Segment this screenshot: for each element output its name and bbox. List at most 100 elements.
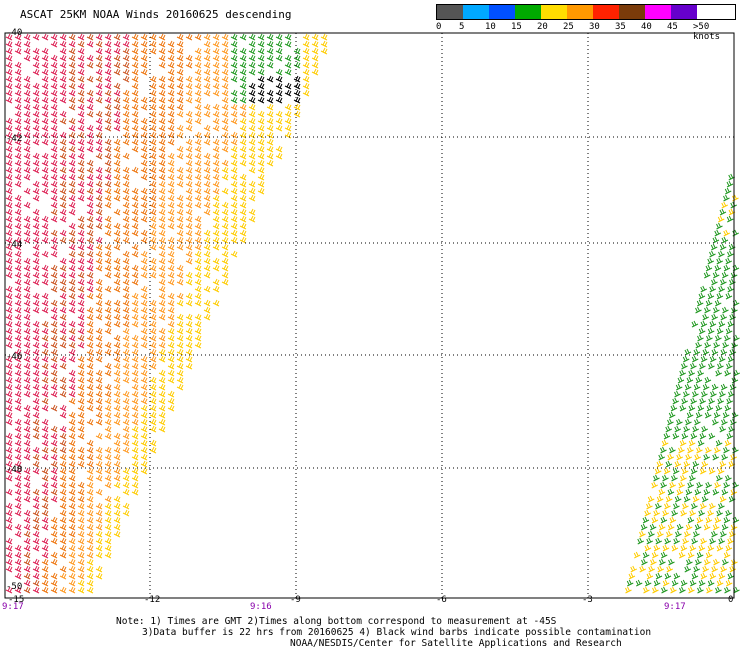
wind-barb (185, 75, 193, 83)
wind-barb (113, 467, 121, 475)
wind-barb (68, 551, 76, 559)
map-grid (5, 33, 734, 598)
wind-barb (95, 537, 103, 545)
wind-barb (77, 222, 85, 230)
wind-barb (176, 68, 184, 76)
wind-barb (167, 40, 175, 48)
wind-barb (705, 299, 713, 307)
wind-barb (41, 586, 49, 594)
wind-barb (32, 271, 40, 279)
wind-barb (50, 551, 58, 559)
wind-barb (712, 271, 720, 279)
wind-barb (212, 103, 220, 111)
wind-barb (653, 579, 661, 587)
wind-barb (239, 117, 247, 125)
legend-label: 10 (485, 22, 496, 32)
wind-barb (320, 40, 328, 48)
wind-barb (23, 47, 31, 55)
wind-barb (122, 222, 130, 230)
wind-barb (230, 222, 238, 230)
wind-barb (167, 54, 175, 62)
wind-barb (176, 96, 184, 104)
wind-barb (122, 61, 130, 69)
wind-barb (32, 467, 40, 475)
time-labels: 9:17 9:16 9:17 (2, 602, 686, 612)
wind-barb (77, 180, 85, 188)
wind-barb (122, 481, 130, 489)
wind-barb (176, 362, 184, 370)
wind-barb (713, 341, 720, 349)
wind-barb (158, 376, 166, 384)
legend-color-bar (436, 4, 736, 20)
wind-barb (113, 89, 121, 97)
wind-barb (5, 145, 13, 153)
wind-barb (23, 306, 31, 314)
wind-barb (50, 530, 58, 538)
wind-barb (239, 138, 247, 146)
wind-barb (221, 222, 229, 230)
wind-barb (176, 152, 184, 160)
wind-barb (672, 397, 679, 405)
wind-barb (302, 47, 310, 55)
wind-barb (149, 103, 157, 111)
wind-barb (59, 432, 67, 440)
wind-barb (158, 194, 166, 202)
wind-barb (724, 586, 731, 594)
wind-barb (709, 320, 717, 328)
wind-barb (5, 544, 13, 552)
wind-barb (221, 257, 229, 265)
wind-barb (687, 516, 695, 524)
wind-barb (720, 530, 727, 538)
wind-barb (104, 502, 112, 510)
wind-barb (14, 425, 22, 433)
wind-barb (149, 299, 157, 307)
wind-barb (32, 369, 40, 377)
wind-barb (140, 418, 148, 426)
wind-barb (725, 257, 732, 265)
wind-barb (14, 383, 22, 391)
wind-barb (104, 425, 112, 433)
wind-barb (689, 509, 696, 517)
wind-barb (122, 390, 130, 398)
wind-barb (722, 411, 730, 419)
wind-barb (5, 264, 13, 272)
wind-barb (140, 439, 148, 447)
wind-barb (176, 103, 184, 111)
wind-barb (5, 313, 13, 321)
wind-barb (687, 446, 694, 454)
wind-barb (23, 369, 31, 377)
wind-barb (14, 439, 22, 447)
wind-barb (140, 299, 148, 307)
latitude-label: -40 (6, 28, 22, 38)
wind-barb (113, 152, 121, 160)
wind-barb (14, 306, 22, 314)
wind-barb (104, 348, 112, 356)
wind-barb (14, 292, 22, 300)
longitude-label: -15 (8, 595, 24, 605)
legend-label: 5 (459, 22, 465, 32)
wind-barb (77, 432, 85, 440)
wind-barb (275, 75, 283, 83)
wind-barb (41, 271, 49, 279)
wind-barb (122, 334, 130, 342)
wind-barb (122, 215, 130, 223)
wind-barb (140, 460, 148, 468)
legend-swatch (437, 5, 463, 19)
wind-barb (239, 187, 247, 195)
wind-barb (149, 180, 157, 188)
wind-barb (221, 278, 229, 286)
wind-barb (221, 124, 229, 132)
wind-barb (676, 418, 683, 426)
wind-barb (203, 187, 211, 195)
wind-barb (5, 173, 13, 181)
wind-barb (239, 145, 247, 153)
wind-barb (68, 166, 76, 174)
wind-barb (77, 278, 85, 286)
wind-barb (167, 250, 175, 258)
wind-barb (14, 89, 22, 97)
wind-barb (41, 481, 49, 489)
wind-barb (230, 194, 238, 202)
wind-barb (203, 271, 211, 279)
wind-barb (194, 229, 202, 237)
